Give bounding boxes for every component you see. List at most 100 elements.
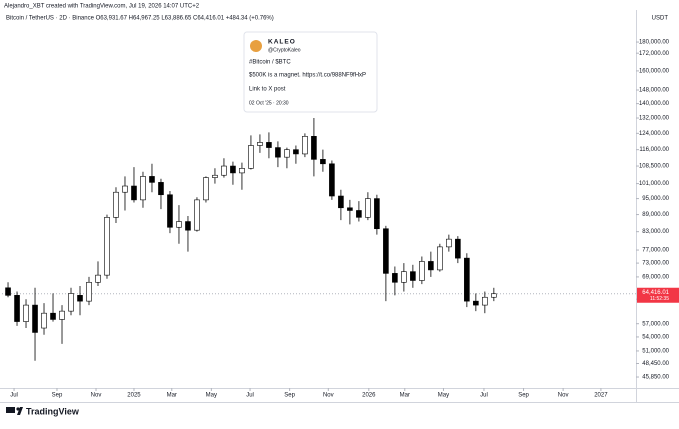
candle-body <box>194 199 200 231</box>
y-tick-label: 160,000.00 <box>639 68 670 74</box>
candle-body <box>95 274 101 283</box>
y-tick-label: 180,000.00 <box>639 40 670 46</box>
post-link[interactable]: Link to X post <box>249 87 286 93</box>
candle-body <box>365 198 371 218</box>
y-tick-label: 172,000.00 <box>639 51 670 57</box>
y-tick-label: 124,000.00 <box>639 131 670 137</box>
candle-body <box>257 142 263 146</box>
candle-body <box>311 136 317 160</box>
candle-body <box>185 221 191 231</box>
candle-body <box>86 281 92 302</box>
candle-body <box>455 238 461 259</box>
candle-body <box>203 177 209 201</box>
y-tick-label: 132,000.00 <box>639 116 670 122</box>
y-tick-label: 140,000.00 <box>639 101 670 107</box>
x-tick-label: 2025 <box>127 393 141 399</box>
candle-body <box>410 271 416 281</box>
candle-body <box>113 191 119 218</box>
candle-body <box>68 293 74 312</box>
x-tick-label: Nov <box>323 393 334 399</box>
candle-body <box>212 174 218 178</box>
x-tick-label: Jul <box>10 393 18 399</box>
candle-body <box>275 147 281 158</box>
candle-body <box>401 271 407 283</box>
post-handle: @CryptoKaleo <box>268 47 301 53</box>
candle-body <box>149 176 155 183</box>
candle-body <box>419 261 425 281</box>
x-tick-label: Nov <box>91 393 102 399</box>
x-tick-label: Sep <box>518 393 529 399</box>
currency: USDT <box>652 16 669 22</box>
y-tick-label: 54,000.00 <box>642 335 669 341</box>
logo-shape <box>16 407 20 411</box>
candle-body <box>50 312 56 320</box>
candle-body <box>374 198 380 230</box>
candle-body <box>239 168 245 174</box>
symbol-info: Bitcoin / TetherUS · 2D · Binance O63,93… <box>6 16 274 22</box>
candle-body <box>338 195 344 209</box>
candle-body <box>14 295 20 322</box>
x-tick-label: 2026 <box>362 393 376 399</box>
y-tick-label: 83,000.00 <box>642 229 669 235</box>
y-tick-label: 116,000.00 <box>639 147 669 153</box>
y-tick-label: 101,000.00 <box>639 181 670 187</box>
candle-body <box>464 257 470 302</box>
candle-body <box>167 194 173 228</box>
brand-logo[interactable]: TradingView <box>6 406 80 416</box>
x-tick-label: Sep <box>52 393 63 399</box>
candle-body <box>104 217 110 276</box>
post-author: KALEO <box>268 39 296 46</box>
candle-body <box>32 304 38 333</box>
y-tick-label: 45,850.00 <box>642 375 669 381</box>
candle-body <box>158 182 164 196</box>
x-tick-label: Sep <box>284 393 295 399</box>
candle-body <box>248 145 254 169</box>
credit: Alejandro_XBT created with TradingView.c… <box>4 4 200 10</box>
last-price-label: 64,416.01 <box>642 290 669 296</box>
y-tick-label: 57,000.00 <box>642 321 669 327</box>
last-price-time: 11:52:35 <box>650 296 669 302</box>
logo-shape <box>17 407 23 415</box>
y-tick-label: 73,000.00 <box>642 261 669 267</box>
candle-body <box>266 142 272 148</box>
x-tick-label: Mar <box>167 393 177 399</box>
candle-body <box>59 310 65 320</box>
post-text: $500K is a magnet. https://t.co/988NF9fH… <box>249 73 366 79</box>
x-tick-label: May <box>438 393 449 399</box>
candle-body <box>437 246 443 271</box>
post-card-box <box>243 31 378 113</box>
y-tick-label: 148,000.00 <box>639 88 670 94</box>
logo-shape <box>6 407 15 413</box>
y-tick-label: 69,000.00 <box>642 274 669 280</box>
candle-body <box>473 300 479 306</box>
candle-body <box>428 261 434 271</box>
candle-body <box>176 221 182 228</box>
post-text: #Bitcoin / $BTC <box>249 60 291 66</box>
plot: 180,000.00 172,000.00 160,000.00 148,000.00… <box>2 40 670 399</box>
candle-body <box>131 185 137 201</box>
candle-body <box>491 293 497 298</box>
y-tick-label: 48,450.00 <box>642 361 669 367</box>
candle-body <box>221 165 227 176</box>
candle-body <box>320 159 326 165</box>
candle-body <box>122 185 128 193</box>
candle-body <box>5 287 11 296</box>
post-date: 02 Oct '25 · 20:30 <box>249 100 289 106</box>
x-tick-label: Jul <box>480 393 488 399</box>
candle-body <box>284 149 290 158</box>
x-tick-label: 2027 <box>594 393 608 399</box>
x-tick-label: Jul <box>246 393 254 399</box>
candle-body <box>23 304 29 322</box>
candle-body <box>302 136 308 155</box>
candle-body <box>140 176 146 201</box>
candle-body <box>446 238 452 248</box>
x-tick-label: Mar <box>400 393 410 399</box>
candle-body <box>77 295 83 302</box>
x-tick-label: Nov <box>558 393 569 399</box>
x-tick-label: May <box>206 393 217 399</box>
last-price-box <box>637 287 679 303</box>
avatar <box>250 40 262 52</box>
post-card[interactable]: KALEO @CryptoKaleo #Bitcoin / $BTC $500K… <box>243 31 378 113</box>
y-tick-label: 95,000.00 <box>642 196 669 202</box>
